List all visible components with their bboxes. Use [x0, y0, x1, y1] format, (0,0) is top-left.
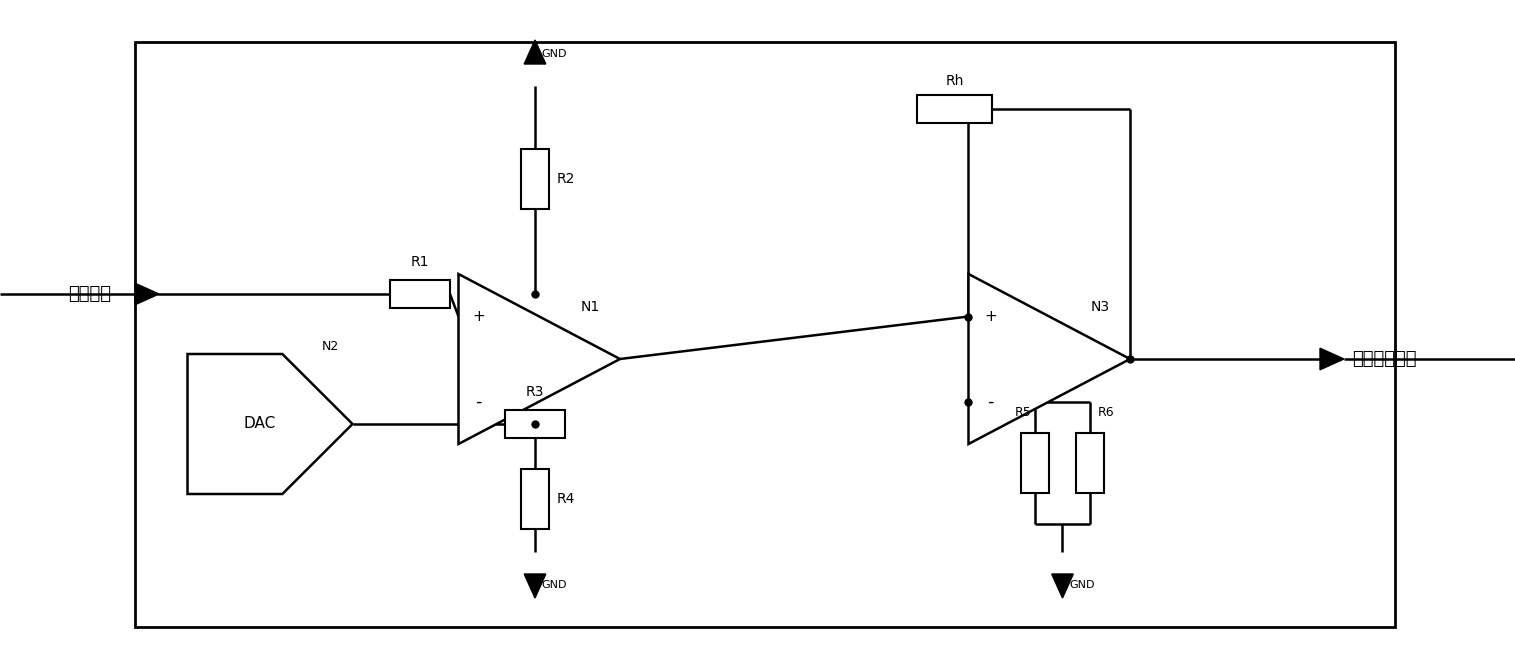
- Text: GND: GND: [541, 580, 567, 590]
- Bar: [1076, 433, 1104, 493]
- Bar: [135, 42, 1395, 627]
- Text: 模拟触发信号: 模拟触发信号: [1351, 350, 1417, 368]
- Bar: [1021, 433, 1048, 493]
- Text: -: -: [476, 393, 482, 411]
- Text: +: +: [473, 309, 485, 324]
- Polygon shape: [135, 283, 159, 305]
- Text: GND: GND: [1070, 580, 1095, 590]
- Polygon shape: [188, 354, 353, 494]
- Bar: [918, 95, 992, 123]
- Bar: [504, 410, 565, 438]
- Polygon shape: [459, 274, 620, 444]
- Polygon shape: [1320, 348, 1344, 370]
- Polygon shape: [524, 574, 545, 598]
- Text: N3: N3: [1091, 300, 1109, 314]
- Text: R5: R5: [1015, 407, 1032, 419]
- Text: +: +: [985, 309, 997, 324]
- Text: -: -: [988, 393, 994, 411]
- Text: R1: R1: [411, 255, 429, 269]
- Bar: [389, 280, 450, 308]
- Text: N1: N1: [580, 300, 600, 314]
- Text: GND: GND: [541, 49, 567, 59]
- Bar: [521, 469, 548, 529]
- Text: 模拟信号: 模拟信号: [68, 285, 111, 303]
- Bar: [521, 149, 548, 209]
- Text: R6: R6: [1098, 407, 1115, 419]
- Text: R4: R4: [558, 492, 576, 506]
- Text: N2: N2: [321, 339, 339, 353]
- Text: R3: R3: [526, 385, 544, 399]
- Polygon shape: [1051, 574, 1073, 598]
- Text: Rh: Rh: [945, 74, 964, 88]
- Text: DAC: DAC: [244, 417, 276, 432]
- Polygon shape: [968, 274, 1130, 444]
- Polygon shape: [524, 40, 545, 64]
- Text: R2: R2: [558, 172, 576, 186]
